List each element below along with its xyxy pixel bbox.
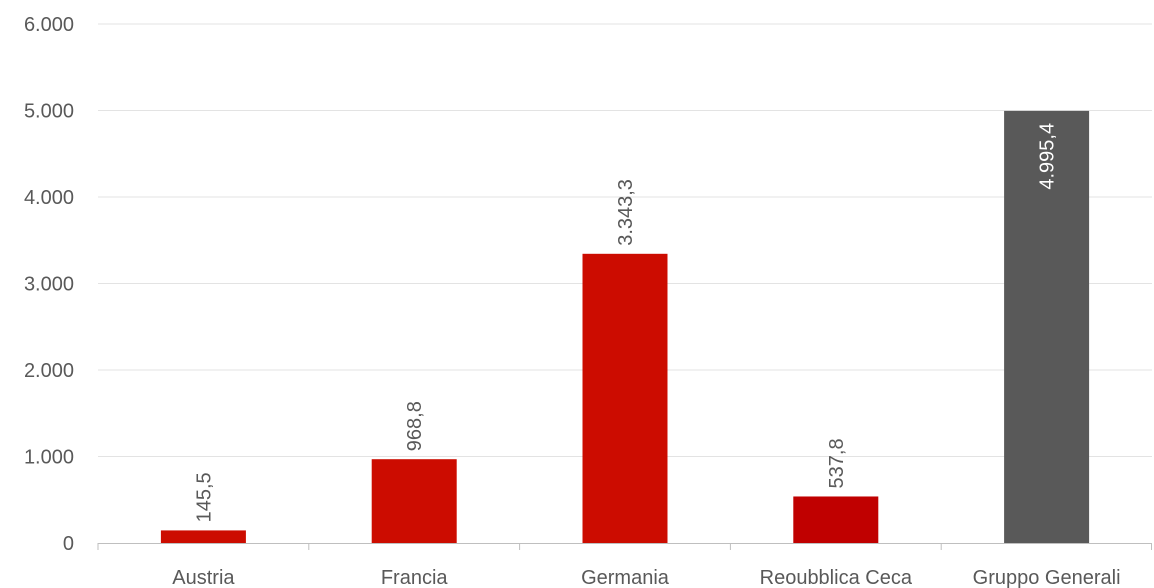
y-tick-label: 6.000 — [24, 14, 74, 36]
bar-gruppo-generali — [1004, 110, 1090, 544]
y-tick-label: 0 — [63, 533, 74, 555]
category-label: Gruppo Generali — [973, 567, 1121, 588]
bar-germania — [582, 253, 668, 543]
category-label: Germania — [581, 567, 670, 588]
data-label: 537,8 — [826, 438, 848, 488]
bar-reoubblica-ceca — [793, 496, 879, 543]
y-tick-label: 3.000 — [24, 274, 74, 296]
data-label: 4.995,4 — [1037, 123, 1059, 190]
y-tick-label: 5.000 — [24, 101, 74, 123]
data-label: 968,8 — [404, 401, 426, 451]
data-label: 3.343,3 — [615, 179, 637, 246]
category-label: Francia — [381, 567, 449, 588]
data-label: 145,5 — [193, 472, 215, 522]
bar-francia — [371, 459, 457, 543]
y-tick-label: 1.000 — [24, 447, 74, 469]
category-label: Austria — [172, 567, 235, 588]
bars — [160, 110, 1090, 544]
x-axis-categories: Austria Francia Germania Reoubblica Ceca Gru… — [172, 567, 1120, 588]
y-axis-ticks: 0 1.000 2.000 3.000 4.000 5.000 6.000 — [24, 14, 74, 555]
y-tick-label: 2.000 — [24, 360, 74, 382]
y-tick-label: 4.000 — [24, 187, 74, 209]
category-label: Reoubblica Ceca — [760, 567, 913, 588]
bar-austria — [160, 530, 246, 543]
data-labels: 145,5 968,8 3.343,3 537,8 4.995,4 — [193, 123, 1058, 523]
x-axis — [97, 543, 1152, 550]
